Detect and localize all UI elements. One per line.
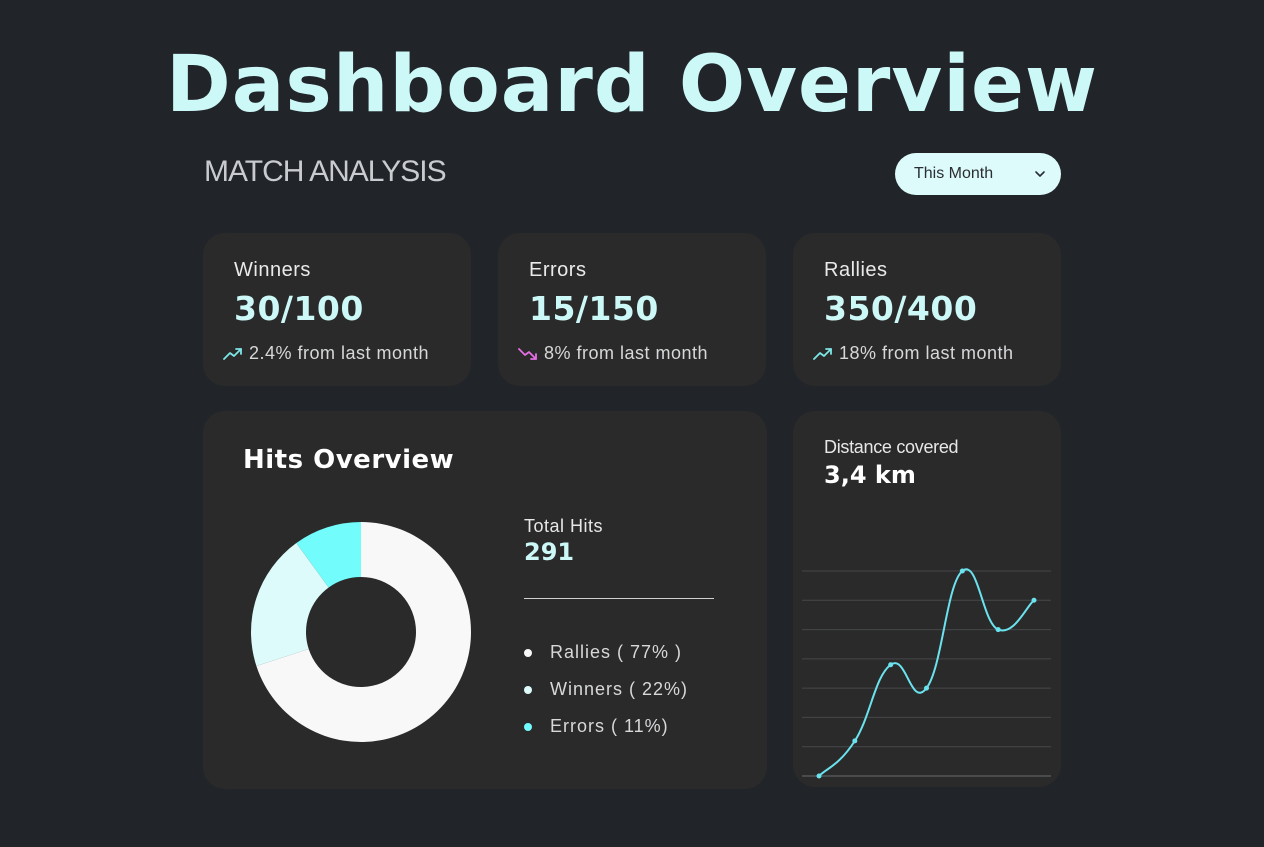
stat-label: Rallies xyxy=(824,259,888,281)
hits-title: Hits Overview xyxy=(243,445,455,475)
page-title: Dashboard Overview xyxy=(166,40,1098,130)
divider xyxy=(524,598,714,599)
hits-overview-card: Hits Overview Total Hits 291 Rallies ( 7… xyxy=(203,411,767,789)
legend-dot xyxy=(524,722,532,731)
hits-donut-chart xyxy=(251,522,471,742)
trend-up-icon xyxy=(813,347,832,360)
data-point xyxy=(888,662,894,668)
data-point xyxy=(1031,597,1037,603)
stat-trend: 18% from last month xyxy=(813,343,1014,364)
stat-trend-text: 18% from last month xyxy=(839,343,1014,363)
distance-card: Distance covered 3,4 km xyxy=(793,411,1061,787)
data-point xyxy=(995,627,1001,633)
legend-item: Rallies ( 77% ) xyxy=(524,634,688,671)
donut-slice-rallies xyxy=(256,522,471,742)
data-point xyxy=(959,568,965,574)
total-hits-value: 291 xyxy=(524,538,575,566)
stat-card-winners: Winners 30/100 2.4% from last month xyxy=(203,233,471,386)
stat-trend-text: 2.4% from last month xyxy=(249,343,430,363)
period-select-value: This Month xyxy=(914,165,994,182)
stat-card-rallies: Rallies 350/400 18% from last month xyxy=(793,233,1061,386)
data-point xyxy=(816,773,822,779)
period-select[interactable]: This Month xyxy=(895,153,1061,195)
hits-legend: Rallies ( 77% ) Winners ( 22%) Errors ( … xyxy=(524,634,688,745)
legend-label: Rallies ( 77% ) xyxy=(550,642,683,662)
legend-item: Errors ( 11%) xyxy=(524,708,688,745)
stat-value: 350/400 xyxy=(824,289,978,328)
donut-slice-winners xyxy=(251,543,329,666)
distance-value: 3,4 km xyxy=(824,461,916,489)
donut-slice-errors xyxy=(296,522,361,588)
distance-line-chart xyxy=(802,568,1051,779)
data-point xyxy=(852,738,858,744)
trend-up-icon xyxy=(223,347,242,360)
chevron-down-icon xyxy=(1035,171,1045,177)
trend-down-icon xyxy=(518,347,537,360)
stat-value: 15/150 xyxy=(529,289,659,328)
stat-value: 30/100 xyxy=(234,289,364,328)
stat-trend-text: 8% from last month xyxy=(544,343,709,363)
legend-label: Winners ( 22%) xyxy=(550,679,689,699)
legend-dot xyxy=(524,648,532,657)
data-point xyxy=(924,685,929,691)
legend-item: Winners ( 22%) xyxy=(524,671,688,708)
stat-card-errors: Errors 15/150 8% from last month xyxy=(498,233,766,386)
section-subtitle: MATCH ANALYSIS xyxy=(204,155,447,188)
legend-label: Errors ( 11%) xyxy=(550,716,669,736)
stat-trend: 2.4% from last month xyxy=(223,343,429,364)
distance-label: Distance covered xyxy=(824,437,959,457)
stat-label: Winners xyxy=(234,259,311,281)
stat-label: Errors xyxy=(529,259,587,281)
legend-dot xyxy=(524,685,532,694)
total-hits-label: Total Hits xyxy=(524,516,604,536)
stat-trend: 8% from last month xyxy=(518,343,708,364)
